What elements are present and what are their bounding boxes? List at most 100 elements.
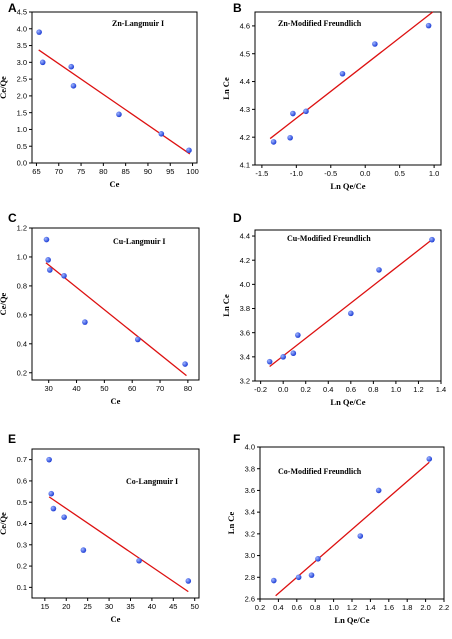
y-tick-label: 4.0 (17, 24, 27, 33)
y-tick-label: 2.5 (17, 75, 27, 84)
panel-letter: C (8, 211, 17, 225)
data-point (36, 29, 42, 35)
y-axis-label: Ln Ce (221, 294, 231, 317)
y-tick-label: 3.8 (245, 464, 255, 473)
y-tick-label: 0.4 (17, 339, 27, 348)
x-tick-label: 70 (156, 384, 164, 393)
x-axis-label: Ce (110, 179, 120, 189)
chart-panel-d: D -0.2 0.0 0.2 0.4 0.6 0.8 1.0 1.2 1.4 3.2 3.4 3.6 3.… (221, 211, 446, 407)
data-point (271, 577, 277, 584)
y-axis-label: Ce/Qe (0, 512, 8, 535)
y-tick-label: 0.2 (17, 368, 27, 377)
plot-frame (254, 229, 442, 382)
y-tick-label: 3.0 (245, 551, 255, 560)
x-tick-label: 0.8 (310, 603, 320, 612)
data-point (43, 236, 50, 243)
data-point (186, 147, 192, 154)
y-tick-label: 3.5 (17, 41, 27, 50)
y-tick-label: 4.0 (240, 280, 250, 289)
y-tick-label: 4.3 (240, 105, 250, 114)
x-tick-label: 0.6 (346, 385, 356, 394)
chart-panel-a: A 65 70 75 80 85 90 95 100 0.0 0.5 1.0 1.5 2.0 2.5 3.0 3… (0, 1, 199, 189)
x-tick-label: 1.0 (391, 385, 401, 394)
panel-letter: A (8, 1, 17, 15)
x-tick-label: 15 (41, 602, 49, 611)
fit-line (269, 11, 434, 140)
data-point (47, 267, 53, 273)
y-tick-label: 4.6 (240, 22, 250, 31)
x-tick-label: 35 (126, 602, 134, 611)
y-tick-label: 4.2 (240, 133, 250, 142)
data-point (48, 490, 55, 497)
x-tick-label: 2.0 (420, 603, 430, 612)
x-tick-label: 0.2 (255, 603, 265, 612)
y-tick-label: 0.7 (17, 455, 27, 464)
y-tick-label: 3.2 (245, 529, 255, 538)
y-tick-label: 1.0 (17, 253, 27, 262)
y-tick-label: 1.5 (17, 108, 27, 117)
data-point (375, 487, 382, 494)
x-tick-label: -0.2 (254, 385, 267, 394)
data-point (290, 110, 296, 117)
y-tick-label: 4.4 (240, 77, 250, 86)
data-point (426, 456, 433, 462)
panel-letter: F (233, 432, 240, 446)
x-tick-label: 30 (45, 384, 53, 393)
y-tick-label: 4.2 (240, 256, 250, 265)
data-point (308, 572, 315, 578)
y-tick-label: 4.5 (17, 8, 27, 17)
fit-line (48, 496, 189, 593)
y-tick-label: 3.8 (240, 304, 250, 313)
y-tick-label: 4.4 (240, 232, 250, 241)
data-point (45, 257, 51, 263)
data-point (182, 361, 188, 367)
chart-panel-c: C 30 40 50 60 70 80 0.2 0.4 0.6 0.8 1.0 1.2 Ce Ce/Qe Cu… (0, 211, 200, 406)
fit-line (269, 239, 433, 368)
data-point (348, 310, 354, 317)
x-tick-label: 45 (169, 602, 177, 611)
x-tick-label: 2.2 (439, 603, 449, 612)
x-tick-label: 0.5 (394, 169, 404, 178)
data-point (315, 556, 321, 562)
y-tick-label: 4.5 (240, 49, 250, 58)
x-tick-label: 50 (100, 384, 108, 393)
y-tick-label: 0.6 (17, 477, 27, 486)
data-point (68, 63, 75, 70)
data-point (290, 350, 297, 357)
y-tick-label: 1.0 (17, 125, 27, 134)
x-tick-label: 0.2 (301, 385, 311, 394)
data-point (46, 456, 52, 463)
data-point (70, 83, 77, 89)
y-tick-label: 0.4 (17, 519, 27, 528)
plot-frame (31, 227, 200, 381)
x-tick-label: 50 (191, 602, 199, 611)
panel-title: Cu-Langmuir I (113, 237, 166, 246)
x-tick-label: 20 (62, 602, 70, 611)
x-axis-label: Ln Qe/Ce (330, 397, 365, 407)
y-tick-label: 3.6 (240, 328, 250, 337)
y-tick-label: 4.1 (240, 161, 250, 170)
x-tick-label: 1.2 (413, 385, 423, 394)
data-point (136, 557, 142, 564)
x-tick-label: 0.6 (292, 603, 302, 612)
y-tick-label: 0.5 (17, 498, 27, 507)
fit-line (38, 49, 191, 155)
data-point (266, 358, 273, 365)
panel-letter: D (233, 211, 242, 225)
x-tick-label: 40 (72, 384, 80, 393)
data-point (134, 336, 141, 343)
data-point (80, 547, 87, 553)
fit-line (275, 461, 430, 597)
x-axis-label: Ce (111, 396, 121, 406)
data-point (295, 574, 302, 581)
data-point (425, 22, 432, 29)
y-tick-label: 0.5 (17, 142, 27, 151)
y-tick-label: 3.0 (17, 58, 27, 67)
y-axis-label: Ln Ce (226, 512, 236, 535)
x-tick-label: 1.2 (347, 603, 357, 612)
data-point (61, 272, 67, 279)
x-tick-label: 90 (144, 167, 152, 176)
x-tick-label: 60 (128, 384, 136, 393)
y-tick-label: 2.6 (245, 595, 255, 604)
